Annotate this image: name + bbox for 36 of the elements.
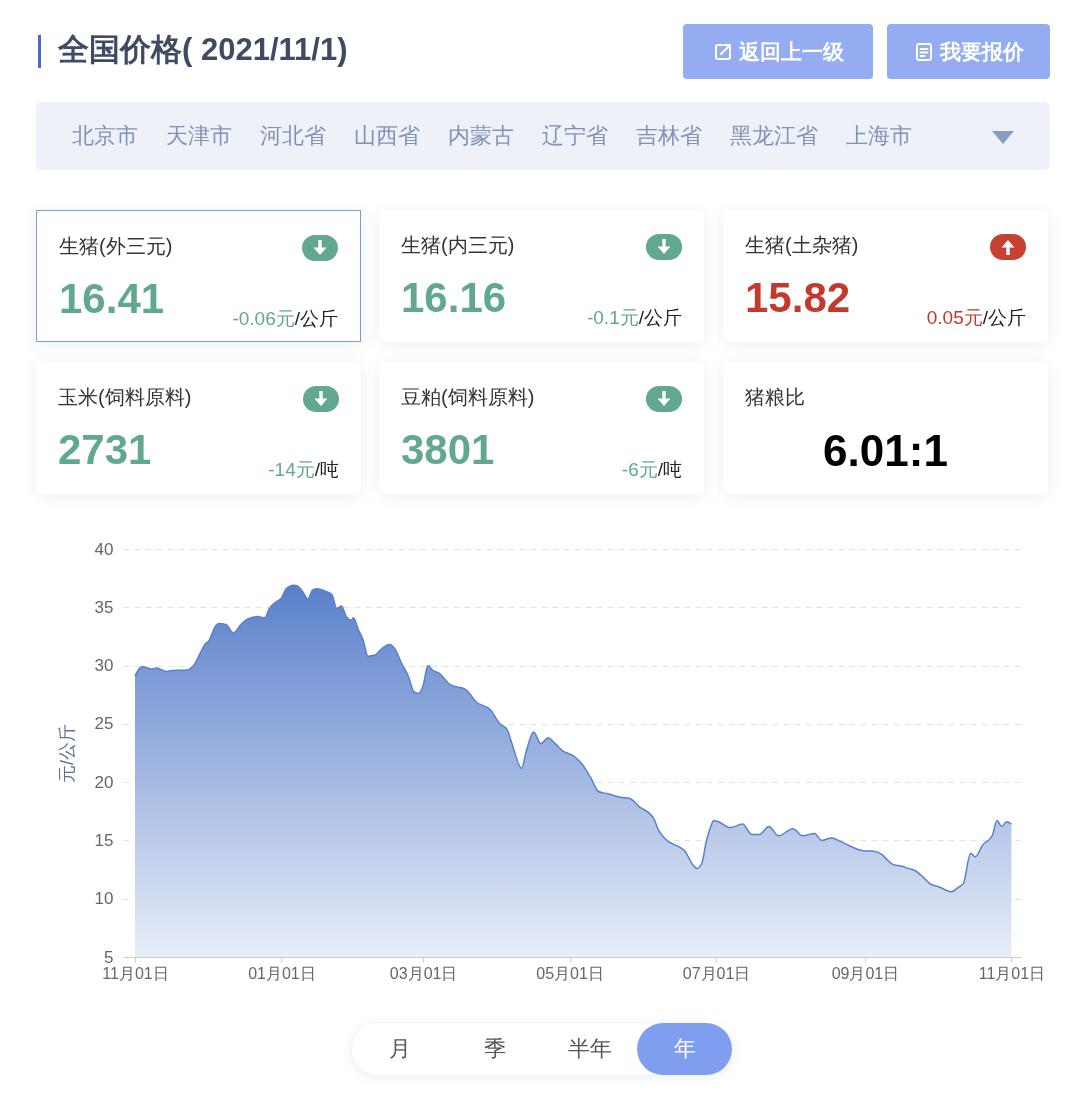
text: 内蒙古 (448, 122, 514, 150)
card: 玉米(饲料原料) 2731 -14元/吨 (36, 362, 361, 494)
text: 全国价格( 2021/11/1) (58, 31, 348, 69)
y-tick-label: 40 (94, 539, 114, 559)
y-axis-title: 元/公斤 (56, 723, 77, 784)
x-tick-label: 07月01日 (682, 964, 751, 982)
y-tick-label: 25 (94, 714, 114, 734)
y-tick-label: 10 (94, 889, 114, 909)
y-tick-label: 20 (94, 772, 114, 792)
card: 豆粕(饲料原料) 3801 -6元/吨 (379, 362, 704, 494)
card: 生猪(土杂猪) 15.82 0.05元/公斤 (723, 210, 1048, 342)
x-tick-label: 01月01日 (248, 964, 316, 982)
text: 山西省 (354, 122, 420, 150)
y-tick-label: 30 (94, 656, 114, 676)
y-tick-label: 15 (94, 830, 114, 850)
segmented-control: 月 季 半年 年 (352, 1023, 732, 1075)
card: 生猪(外三元) 16.41 -0.06元/公斤 (36, 210, 361, 342)
x-tick-label: 11月01日 (978, 964, 1046, 982)
quote-button: 我要报价 (887, 24, 1050, 79)
selected-segment: 年 (637, 1023, 732, 1075)
x-tick-label: 09月01日 (831, 964, 900, 982)
card: 生猪(内三元) 16.16 -0.1元/公斤 (379, 210, 704, 342)
text: 上海市 (846, 122, 912, 150)
x-tick-label: 03月01日 (389, 964, 458, 982)
y-tick-label: 5 (104, 947, 114, 967)
y-tick-label: 35 (94, 597, 114, 617)
text: 北京市 (72, 122, 138, 150)
text: 河北省 (260, 122, 326, 150)
text: 黑龙江省 (730, 122, 818, 150)
x-tick-label: 05月01日 (536, 964, 604, 982)
return-button: 返回上一级 (683, 24, 873, 79)
text: 天津市 (166, 122, 232, 150)
x-tick-label: 11月01日 (102, 964, 169, 982)
text: 吉林省 (636, 122, 702, 150)
card: 猪粮比 6.01:1 (723, 362, 1048, 494)
text: 辽宁省 (542, 122, 608, 150)
